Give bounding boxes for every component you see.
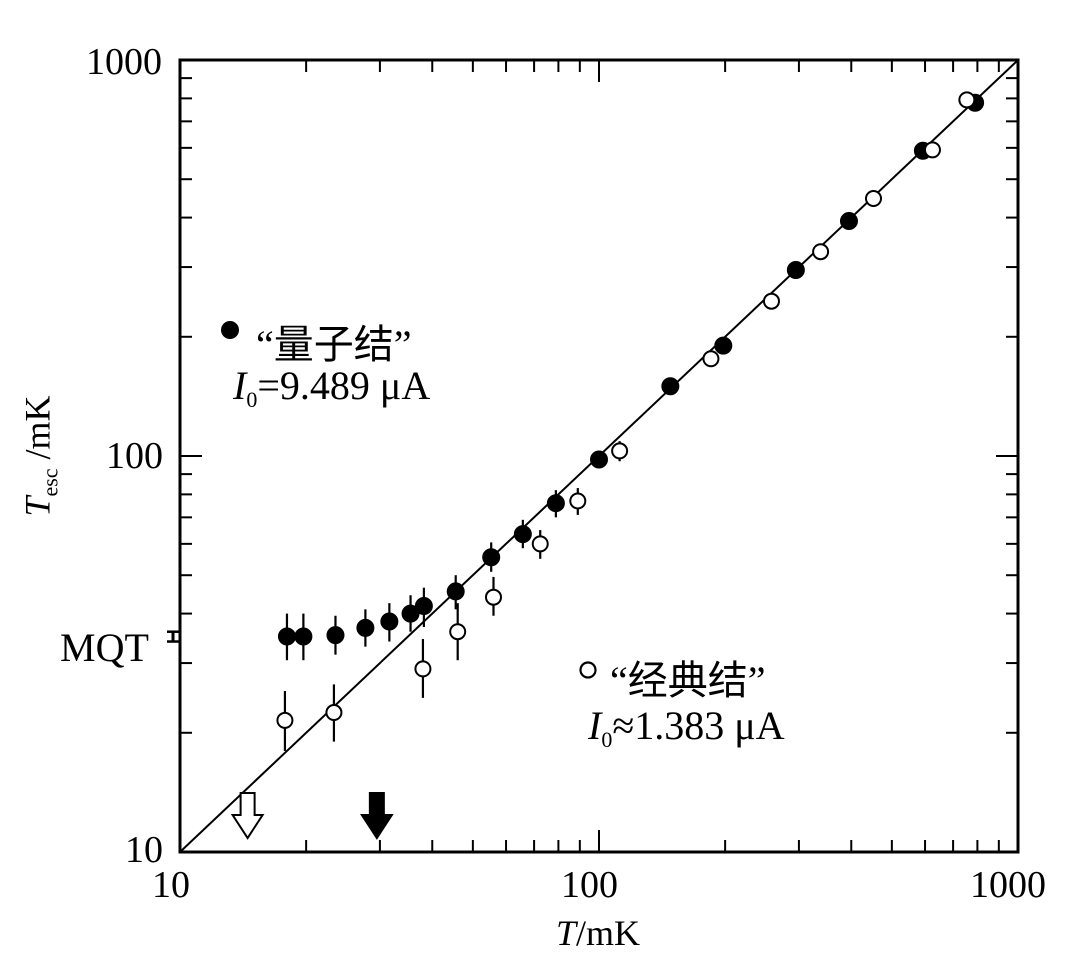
point-classical [414,660,432,678]
point-classical [531,535,549,553]
y-tick-label-10: 10 [125,829,163,871]
legend-quantum-current-value: =9.489 μA [257,363,431,408]
mqt-label: MQT [60,625,149,670]
legend-classical-name: “经典结” [610,658,766,703]
point-quantum [482,548,501,567]
point-classical [865,189,883,207]
x-axis-title: T/mK [556,912,640,954]
legend-quantum-current: I0=9.489 μA [233,362,430,413]
point-classical [276,711,294,729]
point-classical [611,442,629,460]
point-classical [449,623,467,641]
y-axis-title-unit: /mK [17,395,58,469]
legend-marker-classical [579,661,597,679]
axis-ticks [180,60,1018,852]
open-arrow-down-icon [230,792,265,840]
legend-classical-current-sub: 0 [601,727,613,752]
data-points [276,91,985,729]
annotations [167,630,394,840]
legend-quantum-name: “量子结” [256,322,412,367]
point-quantum [446,582,465,601]
point-quantum [839,212,858,231]
x-tick-label-1000: 1000 [970,864,1046,906]
y-axis-title: Tesc /mK [17,395,64,516]
legend-classical-current-value: ≈1.383 μA [612,703,785,748]
point-quantum [661,377,680,396]
point-quantum [546,494,565,513]
point-classical [702,350,720,368]
point-quantum [380,612,399,631]
x-axis-title-unit: /mK [576,913,641,953]
point-quantum [356,618,375,637]
legend-classical-current: I0≈1.383 μA [588,702,785,753]
x-axis-title-var: T [556,913,577,953]
y-tick-label-1000: 1000 [86,41,162,83]
point-quantum [786,260,805,279]
legend-quantum-current-sub: 0 [246,387,258,412]
point-classical [484,588,502,606]
point-classical [762,292,780,310]
point-classical [958,91,976,109]
point-quantum [401,604,420,623]
point-classical [923,141,941,159]
point-quantum [714,336,733,355]
legend-quantum-current-var: I [233,363,247,408]
point-quantum [590,450,608,469]
point-classical [569,492,587,510]
y-axis-title-sub: esc [37,468,63,497]
point-quantum [414,597,433,616]
x-tick-label-100: 100 [561,864,618,906]
point-quantum [513,525,532,544]
point-quantum [326,626,345,645]
y-tick-label-100: 100 [106,435,163,477]
point-quantum [277,627,296,646]
point-quantum [294,627,313,646]
y-axis-title-var: T [17,496,58,517]
point-classical [812,243,830,261]
legend-classical-current-var: I [588,703,602,748]
legend-marker-quantum [221,321,239,339]
point-classical [325,704,343,722]
filled-arrow-down-icon [360,792,394,840]
legend-markers [221,321,597,679]
x-tick-label-10: 10 [152,864,190,906]
